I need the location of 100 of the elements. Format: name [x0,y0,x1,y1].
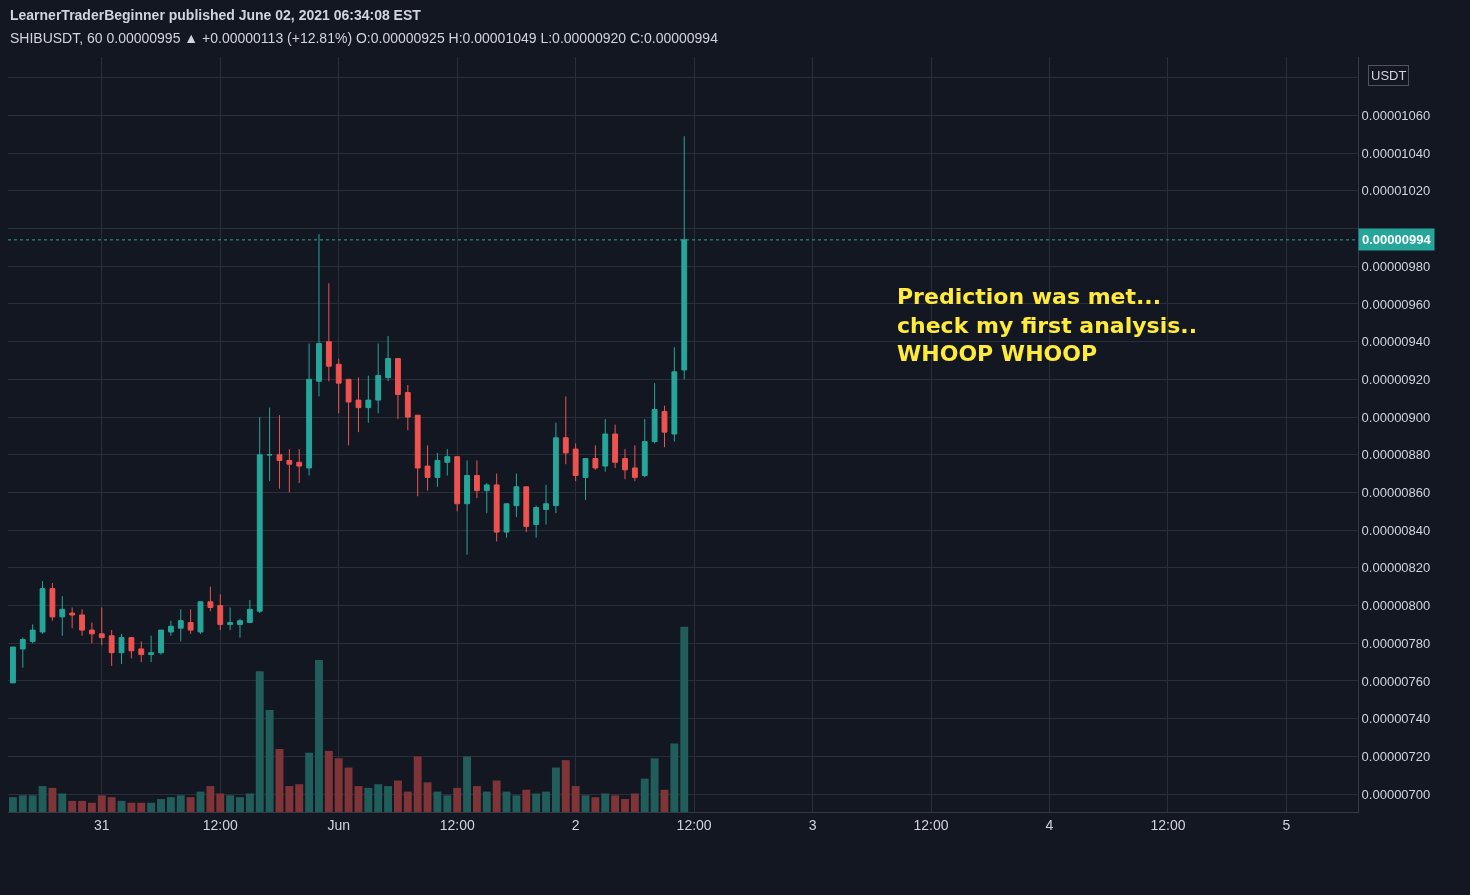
bar [147,802,156,812]
x-tick-label: 4 [1045,816,1054,833]
candlestick [375,343,382,414]
bar [68,800,77,812]
bar [137,802,146,812]
candlestick [276,414,283,490]
bar [87,802,96,812]
candlestick [256,416,263,614]
bar [226,795,235,812]
x-tick-label: 2 [571,816,580,833]
candlestick [454,456,461,512]
y-tick-label: 0.00001020 [1361,183,1431,199]
bar [512,795,521,812]
bar [384,786,393,812]
y-tick-label: 0.00001060 [1361,107,1431,123]
bar [295,784,304,812]
candlestick [395,358,401,420]
candlestick [444,448,451,476]
candlestick [207,586,214,612]
y-tick-label: 0.00000940 [1361,334,1431,350]
bar [413,756,422,812]
candlestick [19,637,26,669]
candlestick [217,593,224,631]
bar [472,786,481,812]
candlestick [79,608,85,637]
candlestick [69,606,76,629]
candlestick [533,505,540,539]
y-tick-label: 0.00001040 [1361,145,1431,161]
bar [581,795,590,812]
bar [522,789,531,812]
x-tick-label: 3 [808,816,817,833]
bar [364,787,373,812]
bar [630,793,639,812]
y-tick-label: 0.00000760 [1361,673,1431,689]
candlestick [246,599,253,624]
candlestick [602,418,609,473]
bar [591,797,600,812]
candlestick [434,452,441,488]
bar [127,802,136,812]
bar [38,786,47,812]
candlestick [177,608,184,642]
candlestick [651,382,658,444]
candlestick [631,444,638,482]
y-tick-label: 0.00000860 [1361,485,1431,501]
candlestick [128,637,135,659]
candlestick [197,601,204,635]
candlestick [10,646,16,684]
x-tick-label: 12:00 [439,816,475,833]
bar [107,797,116,812]
bar [433,791,442,812]
candlestick [513,473,520,518]
candlestick [562,395,569,465]
candlestick [237,618,243,639]
y-tick-label: 0.00000780 [1361,635,1431,651]
candlestick [641,418,648,478]
candlestick [335,358,342,414]
bar [571,786,580,812]
candlestick [523,486,530,533]
bar [640,778,649,812]
candlestick [187,608,194,635]
candlestick [414,414,421,497]
bar [482,791,491,812]
bar [255,671,264,812]
candlestick [474,459,480,499]
candlestick [138,640,145,663]
bar [315,660,323,812]
bar [236,797,244,812]
bar [206,786,215,812]
bar [423,782,432,812]
bar [621,799,629,812]
bar [285,786,294,812]
candlestick [227,606,234,631]
candlestick [88,622,95,644]
bar [58,793,67,812]
x-tick-label: 12:00 [202,816,238,833]
candlestick [385,335,391,382]
y-tick-label: 0.00000740 [1361,711,1431,727]
bar [611,795,620,812]
y-tick-label: 0.00000900 [1361,409,1431,425]
candlestick [671,346,678,443]
y-tick-label: 0.00000700 [1361,786,1431,802]
candlestick [59,595,66,637]
candlestick [286,448,293,493]
annotation: Prediction was met... check my first analysis.. WHOOP WHOOP [897,284,1197,367]
bar [492,780,501,812]
bar [186,797,195,812]
candlestick [158,629,164,656]
candlestick [148,635,155,663]
chart-subtitle: SHIBUSDT, 60 0.00000995 ▲ +0.00000113 (+12.81%) O:0.00000925 H:0.00001049 L:0.00000920 C:0.00000994 [10,30,719,46]
candlestick [325,282,332,382]
candlestick [108,629,115,667]
candlestick [424,444,431,492]
bar [453,787,462,812]
candlestick [483,482,490,514]
y-tick-label: 0.00000800 [1361,598,1431,614]
ref-line-label: 0.00000994 [1362,232,1432,247]
x-tick-label: Jun [327,816,350,833]
bar [166,797,175,812]
candlestick [29,623,36,644]
candlestick [49,582,56,622]
